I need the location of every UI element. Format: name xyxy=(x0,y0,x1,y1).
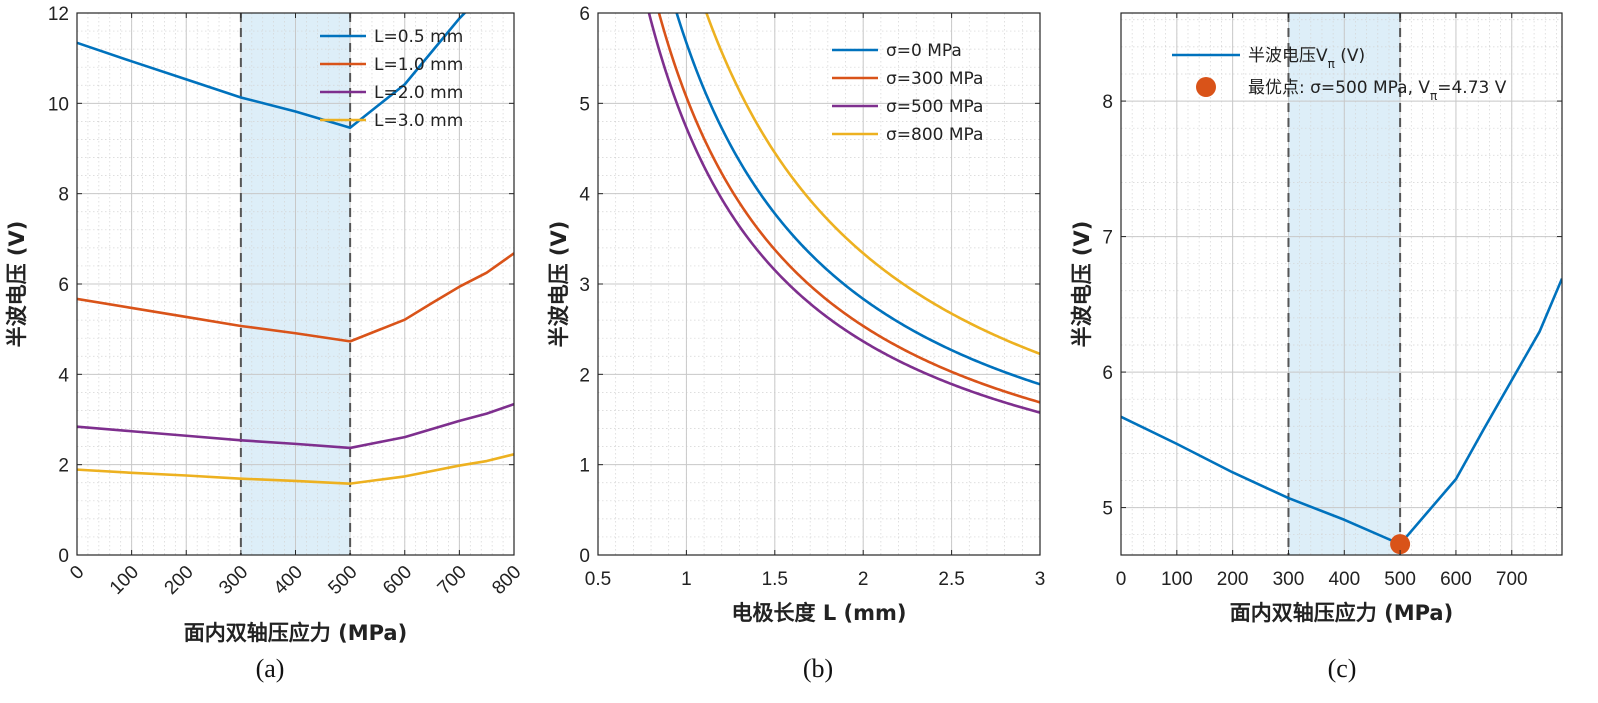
legend-label: σ=300 MPa xyxy=(886,69,983,89)
legend-label: L=0.5 mm xyxy=(374,27,463,47)
legend-subscript: π xyxy=(1430,89,1437,103)
legend: σ=0 MPa σ=300 MPa σ=500 MPa σ=800 MPa xyxy=(832,41,983,145)
x-tick-label: 200 xyxy=(161,562,198,599)
legend-label: L=3.0 mm xyxy=(374,111,463,131)
optimum-marker xyxy=(1390,534,1411,555)
y-axis-label: 半波电压 (V) xyxy=(1070,221,1094,348)
x-tick-label: 0 xyxy=(66,562,88,584)
legend-suffix: (V) xyxy=(1335,46,1365,66)
x-tick-label: 400 xyxy=(1328,569,1360,590)
series-line xyxy=(675,13,1040,386)
x-tick-label: 300 xyxy=(1273,569,1305,590)
y-tick-label: 5 xyxy=(1102,499,1113,520)
panel-a: 0 100 200 300 400 500 600 700 800 0 2 4 6 8 10 12 面内双轴压应… xyxy=(5,4,526,645)
panel-c: 0 100 200 300 400 500 600 700 5 6 7 8 面内双轴压应力 (MPa) 半… xyxy=(1070,12,1563,625)
x-tick-label: 100 xyxy=(1161,569,1193,590)
legend-label: L=2.0 mm xyxy=(374,83,463,103)
legend-label: σ=500 MPa xyxy=(886,97,983,117)
series-line xyxy=(705,13,1040,356)
x-tick-label: 600 xyxy=(379,562,416,599)
x-axis-label: 面内双轴压应力 (MPa) xyxy=(184,621,407,645)
tick-marks xyxy=(597,12,1041,556)
x-tick-label: 500 xyxy=(1384,569,1416,590)
series-group xyxy=(647,13,1040,414)
y-tick-label: 5 xyxy=(579,94,590,115)
y-tick-label: 6 xyxy=(1102,363,1113,384)
y-tick-label: 8 xyxy=(1102,92,1113,113)
y-tick-label: 12 xyxy=(48,4,69,25)
y-tick-label: 8 xyxy=(58,185,69,206)
x-tick-label: 100 xyxy=(106,562,143,599)
x-tick-label: 400 xyxy=(270,562,307,599)
x-tick-label: 0.5 xyxy=(585,569,611,590)
y-tick-label: 10 xyxy=(48,94,69,115)
y-tick-label: 7 xyxy=(1102,228,1113,249)
legend-label: σ=800 MPa xyxy=(886,125,983,145)
y-tick-label: 0 xyxy=(579,546,590,567)
x-tick-label: 300 xyxy=(215,562,252,599)
series-line xyxy=(77,252,514,343)
x-axis-label: 面内双轴压应力 (MPa) xyxy=(1230,601,1453,625)
y-axis-label: 半波电压 (V) xyxy=(5,221,29,348)
legend: L=0.5 mm L=1.0 mm L=2.0 mm L=3.0 mm xyxy=(320,27,463,131)
x-tick-label: 700 xyxy=(434,562,471,599)
panel-b: 0.5 1 1.5 2 2.5 3 0 1 2 3 4 5 6 电极长度 L (mm) 半波电压 (V) σ=… xyxy=(547,4,1046,625)
caption-a: (a) xyxy=(256,654,285,683)
tick-marks xyxy=(76,12,515,556)
series-line xyxy=(647,13,1040,414)
series-line xyxy=(77,13,467,130)
series-line xyxy=(77,402,514,450)
legend-label: σ=0 MPa xyxy=(886,41,962,61)
y-tick-label: 2 xyxy=(58,456,69,477)
y-tick-label: 2 xyxy=(579,365,590,386)
x-tick-label: 2 xyxy=(858,569,869,590)
series-group xyxy=(77,13,514,485)
legend-marker xyxy=(1196,77,1216,97)
caption-c: (c) xyxy=(1328,654,1357,683)
y-tick-label: 4 xyxy=(579,185,590,206)
y-tick-label: 0 xyxy=(58,546,69,567)
x-tick-label: 800 xyxy=(488,562,525,599)
y-tick-label: 1 xyxy=(579,456,590,477)
tick-marks xyxy=(1120,13,1562,555)
x-tick-label: 0 xyxy=(1116,569,1127,590)
caption-b: (b) xyxy=(803,654,833,683)
major-grid xyxy=(597,12,1041,556)
x-tick-label: 600 xyxy=(1440,569,1472,590)
series-group xyxy=(1121,278,1562,546)
y-tick-label: 6 xyxy=(579,4,590,25)
legend-suffix: =4.73 V xyxy=(1437,78,1506,98)
y-tick-label: 3 xyxy=(579,275,590,296)
x-axis-label: 电极长度 L (mm) xyxy=(732,601,907,625)
series-line xyxy=(77,453,514,485)
y-tick-label: 6 xyxy=(58,275,69,296)
x-tick-label: 1 xyxy=(681,569,692,590)
x-tick-label: 1.5 xyxy=(762,569,788,590)
legend-subscript: π xyxy=(1328,57,1335,71)
axes-box xyxy=(1120,12,1563,556)
x-tick-label: 500 xyxy=(324,562,361,599)
x-tick-label: 700 xyxy=(1496,569,1528,590)
legend-label: L=1.0 mm xyxy=(374,55,463,75)
y-axis-label: 半波电压 (V) xyxy=(547,221,571,348)
series-line xyxy=(1121,278,1562,546)
x-tick-label: 3 xyxy=(1035,569,1046,590)
x-tick-label: 200 xyxy=(1217,569,1249,590)
series-line xyxy=(657,13,1040,404)
x-tick-label: 2.5 xyxy=(938,569,964,590)
y-tick-label: 4 xyxy=(58,365,69,386)
